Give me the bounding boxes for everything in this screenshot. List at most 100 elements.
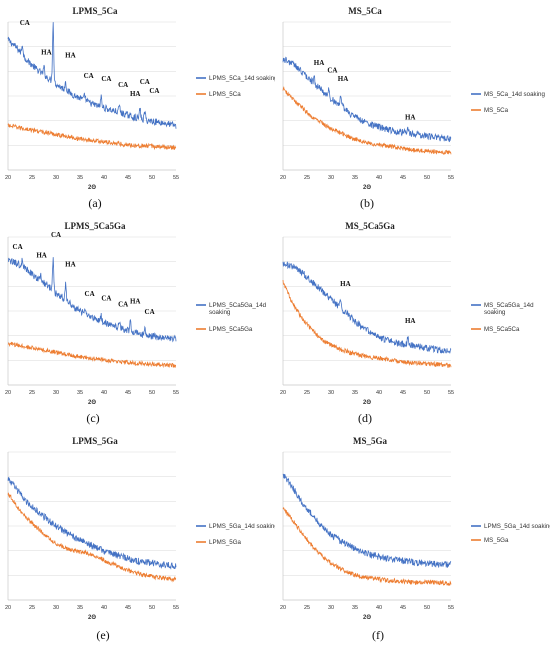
x-tick-label: 45: [125, 390, 131, 396]
series-line: [282, 86, 452, 155]
series-line: [7, 341, 177, 369]
x-axis-label: 2Θ: [88, 615, 96, 621]
legend-label: LPMS_5Ca_14d soaking: [209, 75, 275, 82]
series-line: [7, 22, 177, 129]
x-tick-label: 35: [77, 390, 83, 396]
x-axis-label: 2Θ: [363, 400, 371, 406]
x-tick-label: 45: [400, 605, 406, 611]
x-tick-label: 20: [5, 175, 11, 181]
x-tick-label: 35: [352, 605, 358, 611]
x-tick-label: 25: [29, 605, 35, 611]
panel-caption: (e): [96, 628, 110, 642]
peak-annotation: CA: [327, 66, 337, 74]
peak-annotation: HA: [36, 252, 47, 260]
x-tick-label: 20: [280, 390, 286, 396]
legend-label: LPMS_5Ca5Ga_14d soaking: [209, 302, 267, 316]
x-tick-label: 40: [101, 605, 107, 611]
x-tick-label: 50: [424, 390, 430, 396]
x-tick-label: 40: [376, 390, 382, 396]
peak-annotation: CA: [85, 290, 95, 298]
x-tick-label: 35: [352, 175, 358, 181]
series-line: [7, 477, 177, 570]
peak-annotation: CA: [84, 72, 94, 80]
peak-annotation: CA: [20, 19, 30, 27]
legend-label: MS_5Ga: [484, 537, 509, 544]
panel-e: LPMS_5Ga 20 25 30 35 40 45 50 55 2Θ LPMS_5Ga_14d …: [0, 430, 275, 650]
peak-annotation: HA: [405, 114, 416, 122]
x-tick-label: 35: [77, 605, 83, 611]
x-tick-label: 25: [304, 605, 310, 611]
series-line: [7, 492, 177, 583]
peak-annotation: HA: [130, 298, 141, 306]
peak-annotation: CA: [145, 308, 155, 316]
legend-label: LPMS_5Ca: [209, 91, 241, 98]
xrd-chart-d: 20 25 30 35 40 45 50 55 2Θ MS_5Ca5Ga_14d soaking MS…: [280, 236, 534, 406]
x-tick-label: 55: [173, 175, 179, 181]
series-line: [7, 123, 177, 151]
panel-c: LPMS_5Ca5Ga 20 25 30 35 40 45 50 55 2Θ LPMS_5Ca5G…: [0, 215, 275, 430]
series-line: [282, 261, 452, 354]
chart-title: LPMS_5Ga: [72, 436, 118, 446]
peak-annotation: HA: [41, 49, 52, 57]
panel-caption: (b): [360, 196, 374, 210]
x-tick-label: 40: [376, 175, 382, 181]
chart-title: LPMS_5Ca: [72, 6, 118, 16]
peak-annotation: HA: [65, 261, 76, 269]
x-tick-label: 50: [149, 175, 155, 181]
peak-annotation: HA: [405, 317, 416, 325]
panel-a: LPMS_5Ca 20 25 30 35 40 45 50 55 2Θ LPMS_5Ca_14d …: [0, 0, 275, 215]
xrd-chart-b: 20 25 30 35 40 45 50 55 2Θ MS_5Ca_14d soaking MS_5…: [280, 21, 545, 191]
chart-title: LPMS_5Ca5Ga: [64, 221, 126, 231]
legend-label: MS_5Ca5Ga_14d soaking: [484, 302, 534, 316]
panel-b: MS_5Ca 20 25 30 35 40 45 50 55 2Θ MS_5Ca_14d soak…: [275, 0, 550, 215]
x-tick-label: 55: [173, 390, 179, 396]
peak-annotation: CA: [140, 78, 150, 86]
x-tick-label: 55: [448, 605, 454, 611]
peak-annotation: HA: [65, 52, 76, 60]
peak-annotation: HA: [314, 59, 325, 67]
xrd-chart-f: 20 25 30 35 40 45 50 55 2Θ LPMS_5Ga_14d soaking MS…: [280, 451, 550, 621]
x-tick-label: 30: [53, 605, 59, 611]
panel-caption: (a): [88, 196, 102, 210]
peak-annotation: CA: [149, 87, 159, 95]
x-tick-label: 30: [328, 605, 334, 611]
series-line: [282, 279, 452, 368]
x-tick-label: 25: [304, 175, 310, 181]
x-axis-label: 2Θ: [363, 615, 371, 621]
x-tick-label: 40: [101, 175, 107, 181]
x-tick-label: 50: [424, 605, 430, 611]
x-tick-label: 40: [101, 390, 107, 396]
peak-annotation: CA: [118, 301, 128, 309]
x-tick-label: 25: [29, 390, 35, 396]
x-tick-label: 20: [280, 175, 286, 181]
peak-annotation: HA: [340, 280, 351, 288]
peak-annotation: CA: [51, 231, 61, 239]
x-tick-label: 20: [280, 605, 286, 611]
x-axis-label: 2Θ: [88, 400, 96, 406]
x-tick-label: 25: [304, 390, 310, 396]
chart-title: MS_5Ga: [352, 436, 387, 446]
peak-annotation: CA: [101, 75, 111, 83]
series-line: [282, 473, 452, 568]
xrd-chart-e: 20 25 30 35 40 45 50 55 2Θ LPMS_5Ga_14d soaking LP…: [5, 451, 275, 621]
series-line: [7, 257, 177, 343]
peak-annotation: HA: [130, 90, 141, 98]
peak-annotation: CA: [13, 243, 23, 251]
legend-label: LPMS_5Ga_14d soaking: [209, 523, 275, 530]
x-tick-label: 45: [400, 390, 406, 396]
x-tick-label: 20: [5, 605, 11, 611]
xrd-chart-a: 20 25 30 35 40 45 50 55 2Θ LPMS_5Ca_14d soaking LP…: [5, 19, 275, 191]
x-axis-label: 2Θ: [363, 185, 371, 191]
chart-title: MS_5Ca5Ga: [345, 221, 395, 231]
legend-label: LPMS_5Ga_14d soaking: [484, 523, 550, 530]
x-tick-label: 55: [173, 605, 179, 611]
panel-caption: (c): [86, 411, 100, 425]
x-tick-label: 25: [29, 175, 35, 181]
series-line: [282, 506, 452, 586]
x-tick-label: 50: [424, 175, 430, 181]
panel-d: MS_5Ca5Ga 20 25 30 35 40 45 50 55 2Θ MS_5Ca5Ga_14…: [275, 215, 550, 430]
x-tick-label: 50: [149, 390, 155, 396]
xrd-chart-c: 20 25 30 35 40 45 50 55 2Θ LPMS_5Ca5Ga_14d soaking…: [5, 231, 267, 406]
chart-title: MS_5Ca: [348, 6, 382, 16]
legend-label: MS_5Ca: [484, 107, 509, 114]
